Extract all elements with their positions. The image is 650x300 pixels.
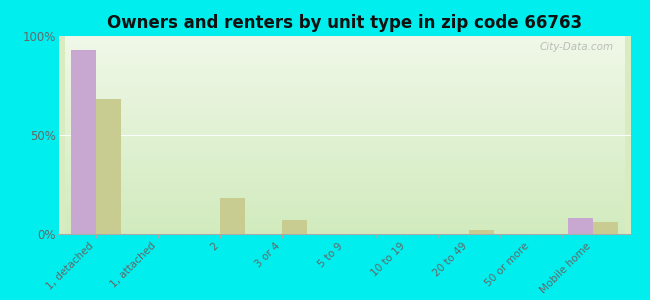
Bar [282, 220, 307, 234]
Bar [71, 50, 96, 234]
Bar [593, 222, 618, 234]
Bar [568, 218, 593, 234]
Bar [96, 99, 121, 234]
Bar [220, 198, 245, 234]
Title: Owners and renters by unit type in zip code 66763: Owners and renters by unit type in zip c… [107, 14, 582, 32]
Bar [469, 230, 494, 234]
Text: City-Data.com: City-Data.com [540, 42, 614, 52]
